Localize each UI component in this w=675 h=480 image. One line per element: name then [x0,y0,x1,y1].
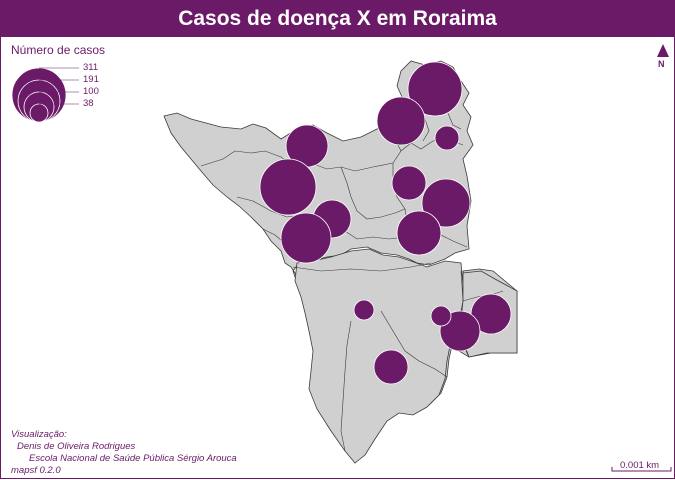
case-circle [396,210,442,256]
map-title: Casos de doença X em Roraima [1,1,674,37]
case-circle [430,305,452,327]
scale-label: 0.001 km [620,460,660,471]
case-circle [376,96,426,146]
case-circle [421,178,471,228]
case-circle [280,212,332,264]
legend-value: 191 [83,74,99,85]
case-circles [259,61,512,385]
legend-value: 100 [83,86,99,97]
legend-value: 311 [83,62,99,73]
legend-title: Número de casos [11,43,106,57]
case-circle [407,61,463,117]
north-arrow-icon [657,44,669,57]
credits-heading: Visualização: [11,429,67,440]
credits-author: Denis de Oliveira Rodrigues [17,441,136,452]
scale-bar [611,467,672,472]
north-label: N [658,59,665,69]
case-circle [373,349,409,385]
case-circle [353,299,375,321]
legend-leader-lines [39,67,79,105]
credits-institution: Escola Nacional de Saúde Pública Sérgio … [29,453,237,464]
case-circle [434,125,460,151]
legend-value: 38 [83,98,94,109]
credits-software: mapsf 0.2.0 [11,465,61,476]
legend-circles [11,67,67,123]
case-circle [391,165,427,201]
case-circle [259,158,317,216]
legend-circle-38 [29,103,49,123]
